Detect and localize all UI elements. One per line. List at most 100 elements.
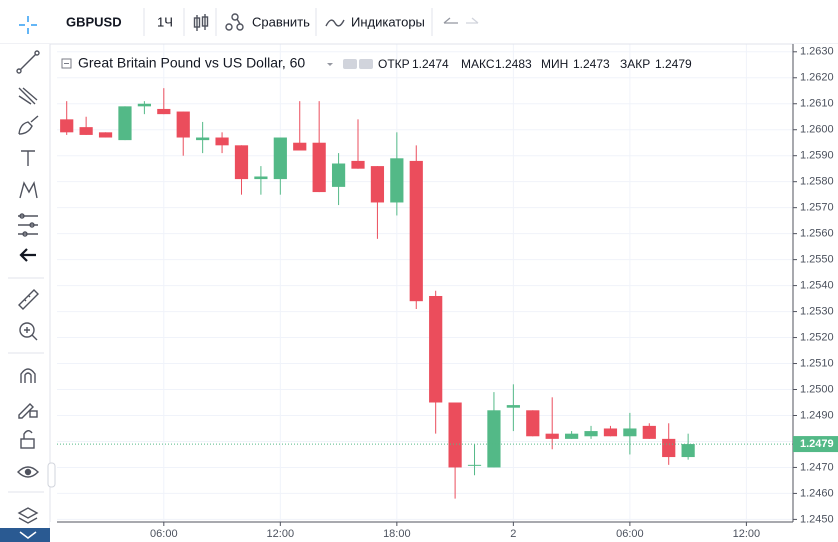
y-tick-label: 1.2470: [800, 461, 834, 473]
lock-drawing-tool[interactable]: [18, 403, 38, 419]
title-dropdown[interactable]: [327, 63, 333, 66]
ruler-tool[interactable]: [18, 289, 39, 310]
top-toolbar: [0, 0, 838, 44]
axes-layer: 1.24501.24601.24701.24801.24901.25001.25…: [50, 44, 838, 542]
candle-body: [487, 410, 501, 468]
interval[interactable]: 1Ч: [157, 14, 173, 29]
candle-body: [196, 137, 210, 141]
candle-body: [545, 433, 559, 439]
x-tick-label: 06:00: [616, 528, 644, 540]
high-value: 1.2483: [495, 57, 532, 71]
back-button[interactable]: [19, 248, 36, 262]
candle-body: [157, 108, 171, 115]
chart-style-button[interactable]: [193, 14, 209, 31]
y-tick-label: 1.2610: [800, 98, 834, 110]
pattern-tool[interactable]: [19, 180, 38, 199]
x-tick-label: 06:00: [150, 528, 178, 540]
candle-body: [603, 428, 618, 437]
candle-body: [662, 438, 676, 458]
y-tick-label: 1.2520: [800, 331, 834, 343]
visibility-toggle[interactable]: [343, 59, 357, 69]
y-tick-label: 1.2630: [800, 46, 834, 58]
collapse-legend[interactable]: [61, 58, 72, 69]
time-axis-bg: [50, 522, 838, 542]
y-tick-label: 1.2620: [800, 72, 834, 84]
candle-body: [215, 137, 229, 146]
settings-toggle[interactable]: [359, 59, 373, 69]
prediction-tool[interactable]: [18, 213, 38, 237]
compare-icon[interactable]: [225, 13, 244, 31]
candle-body: [623, 428, 637, 437]
trend-line-tool[interactable]: [16, 50, 40, 74]
y-tick-label: 1.2590: [800, 150, 834, 162]
lock-tool[interactable]: [20, 430, 35, 449]
y-tick-label: 1.2460: [800, 487, 834, 499]
candle-body: [390, 158, 404, 203]
candle-body: [312, 142, 326, 193]
candle-body: [642, 425, 656, 439]
candle-body: [681, 444, 695, 458]
text-tool[interactable]: [21, 150, 35, 166]
magnet-tool[interactable]: [20, 368, 36, 383]
redo-button[interactable]: [466, 17, 479, 24]
collapse-icon: [19, 531, 37, 539]
y-tick-label: 1.2450: [800, 513, 834, 525]
candle-body: [137, 103, 151, 107]
x-tick-label: 2: [510, 528, 516, 540]
fib-tool[interactable]: [18, 87, 38, 105]
grid-layer: [57, 44, 793, 522]
candle-body: [565, 433, 579, 439]
y-tick-label: 1.2580: [800, 176, 834, 188]
x-tick-label: 18:00: [383, 528, 411, 540]
candle-body: [331, 163, 346, 187]
candle-body: [409, 160, 423, 302]
y-tick-label: 1.2600: [800, 124, 834, 136]
candle-body: [79, 127, 93, 135]
indicators-icon[interactable]: [325, 19, 345, 27]
y-tick-label: 1.2510: [800, 357, 834, 369]
y-tick-label: 1.2540: [800, 280, 834, 292]
candle-body: [467, 464, 482, 466]
last-price-label: 1.2479: [800, 438, 834, 450]
candle-body: [370, 166, 385, 203]
close-value: 1.2479: [655, 57, 692, 71]
candle-body: [176, 111, 190, 138]
open-value: 1.2474: [412, 57, 449, 71]
y-tick-label: 1.2570: [800, 202, 834, 214]
y-tick-label: 1.2500: [800, 383, 834, 395]
y-tick-label: 1.2490: [800, 409, 834, 421]
brush-tool[interactable]: [18, 115, 39, 135]
indicators-button[interactable]: Индикаторы: [351, 14, 425, 29]
high-label: МАКС: [461, 57, 495, 71]
series-title: Great Britain Pound vs US Dollar, 60: [78, 55, 305, 71]
candle-body: [293, 142, 307, 151]
compare-button[interactable]: Сравнить: [252, 14, 310, 29]
candle-body: [60, 119, 74, 133]
crosshair-tool[interactable]: [19, 16, 37, 34]
symbol[interactable]: GBPUSD: [66, 14, 122, 29]
x-tick-label: 12:00: [733, 528, 761, 540]
candle-body: [98, 132, 113, 138]
close-label: ЗАКР: [620, 57, 650, 71]
low-value: 1.2473: [573, 57, 610, 71]
candle-body: [429, 295, 443, 403]
panel-handle[interactable]: [47, 462, 56, 488]
last-price-badge: [793, 436, 838, 453]
x-tick-label: 12:00: [267, 528, 295, 540]
visibility-tool[interactable]: [17, 466, 39, 478]
plot-layer: [57, 88, 793, 499]
y-tick-label: 1.2550: [800, 254, 834, 266]
layers-tool[interactable]: [17, 507, 39, 524]
candle-body: [234, 145, 249, 180]
y-tick-label: 1.2530: [800, 305, 834, 317]
candle-body: [506, 405, 520, 408]
y-tick-label: 1.2560: [800, 228, 834, 240]
candle-body: [584, 431, 598, 437]
zoom-tool[interactable]: [19, 322, 38, 341]
undo-button[interactable]: [443, 17, 458, 24]
low-label: МИН: [541, 57, 568, 71]
candle-body: [254, 176, 268, 180]
candle-body: [273, 137, 287, 180]
candle-body: [448, 402, 462, 468]
